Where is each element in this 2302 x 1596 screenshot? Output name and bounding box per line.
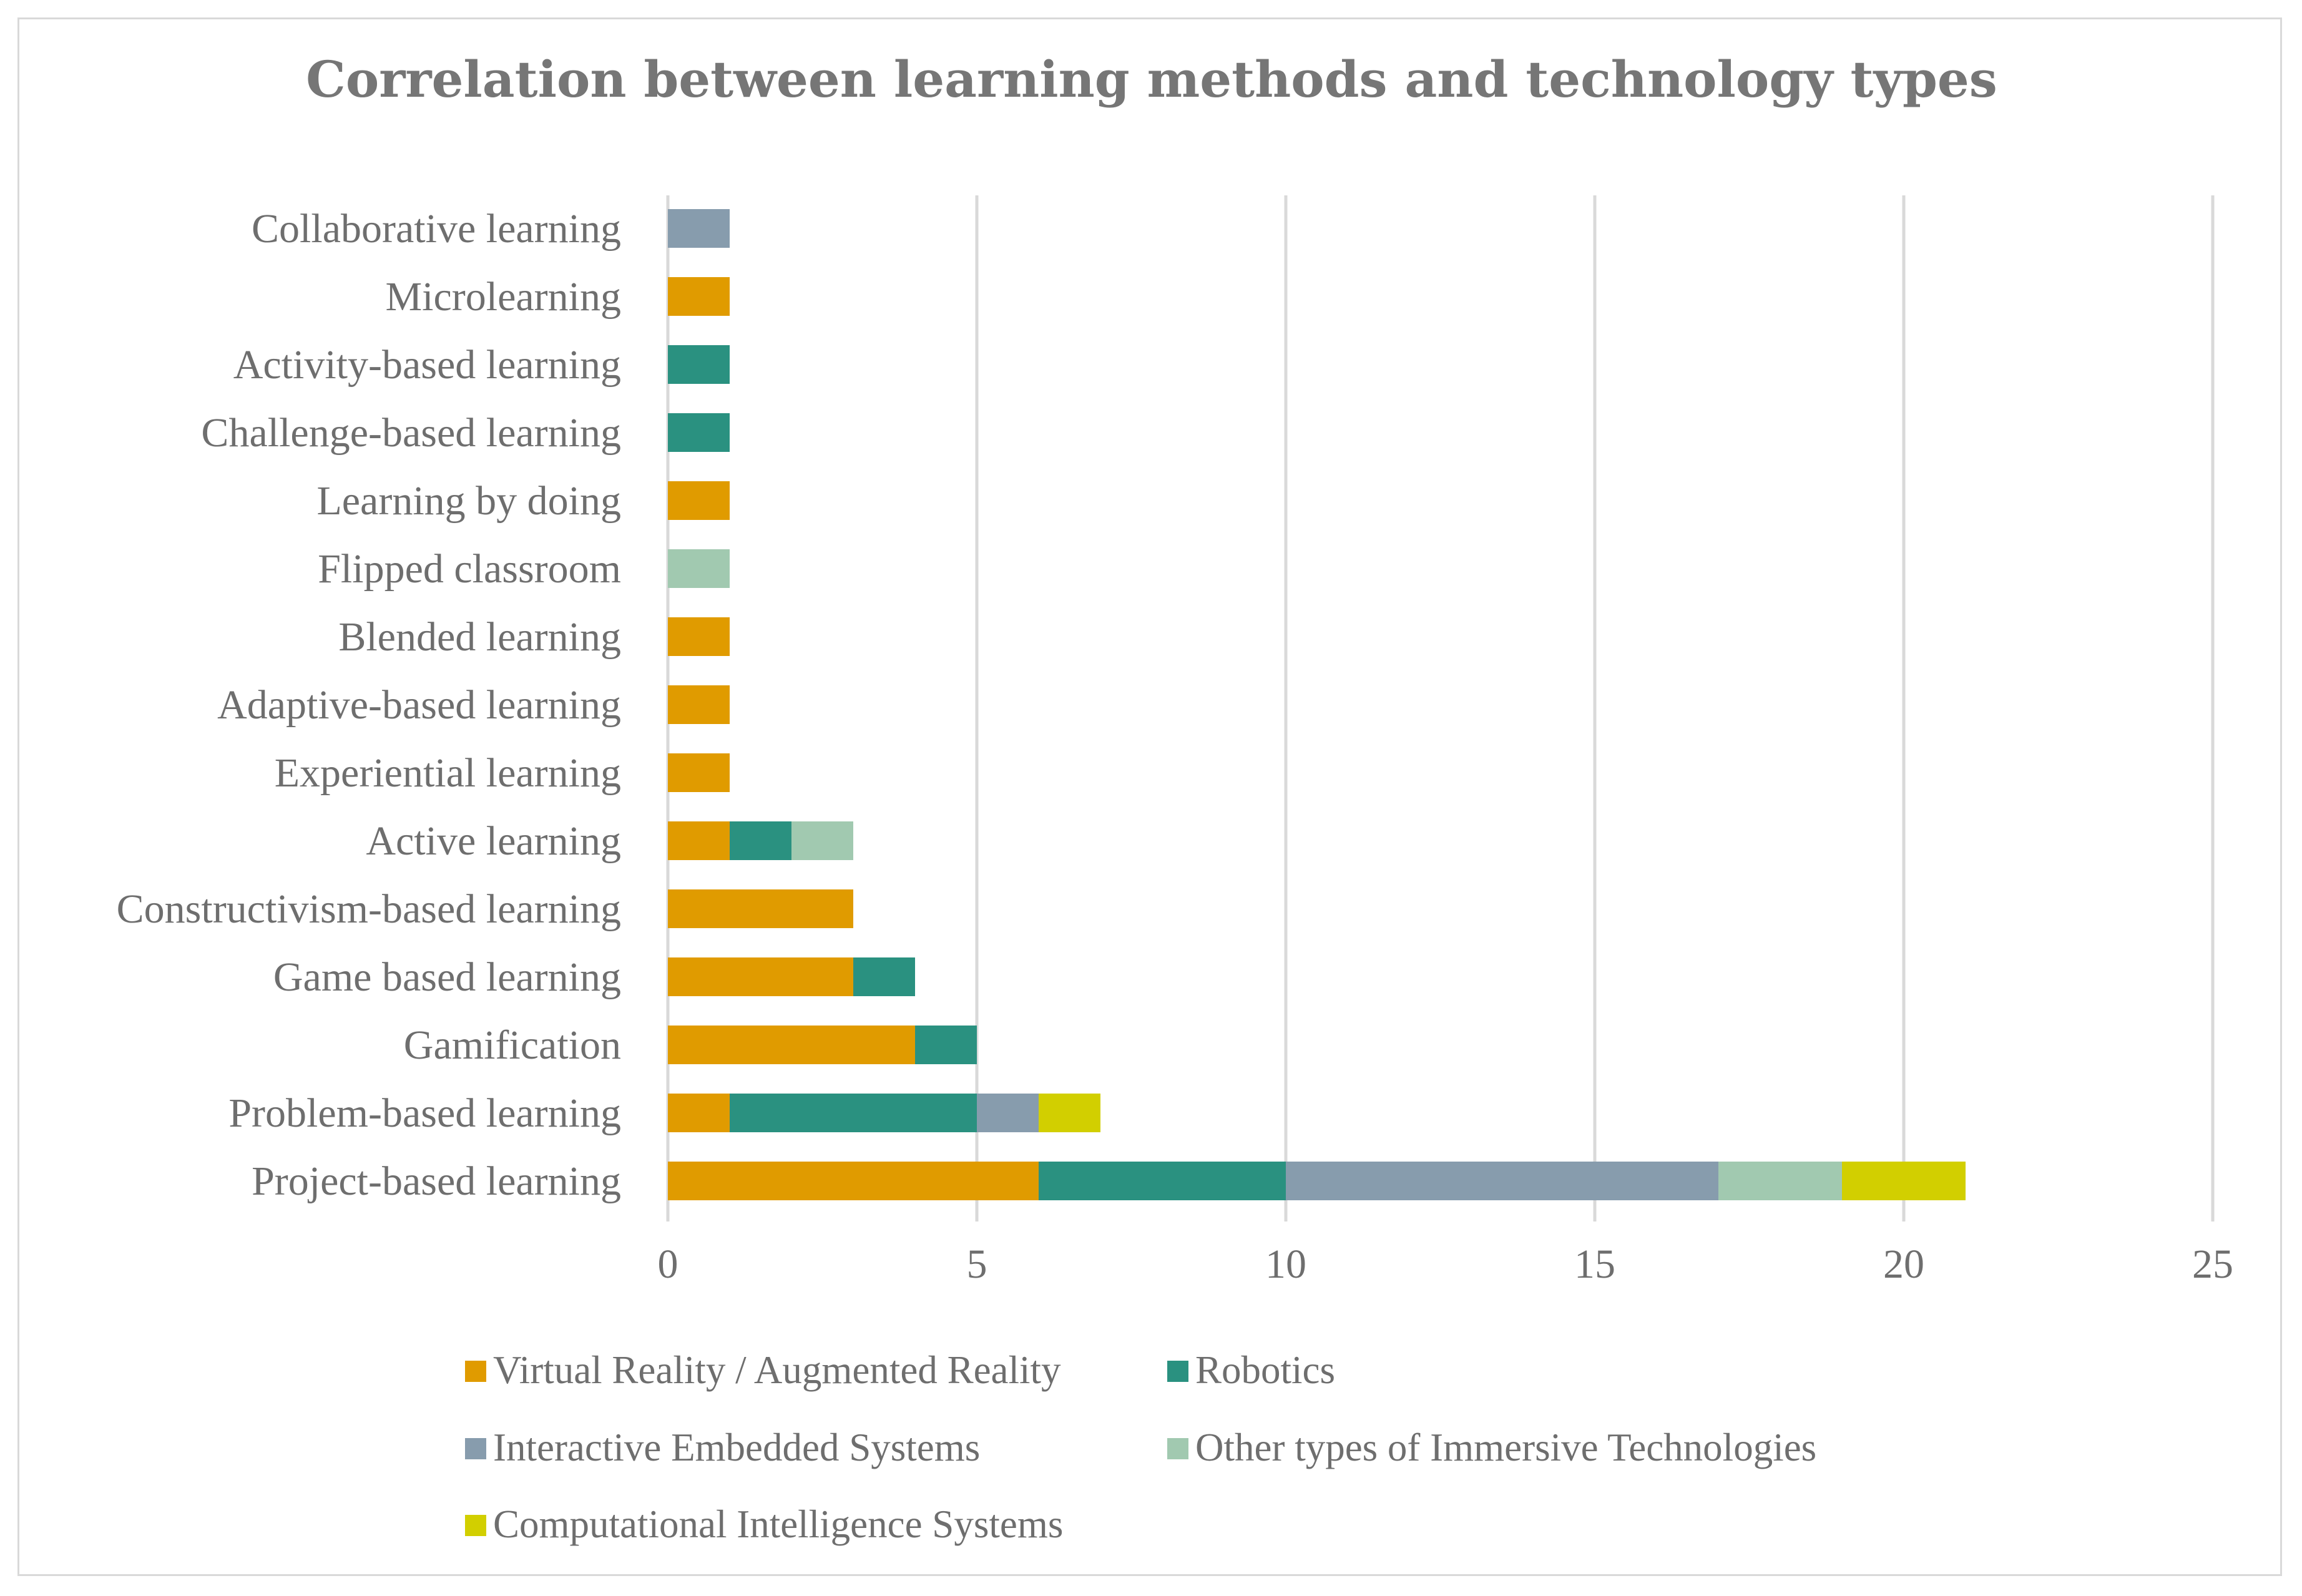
legend-swatch-interactive-embedded-systems — [465, 1438, 486, 1459]
category-label-active-learning: Active learning — [366, 818, 621, 864]
legend: Virtual Reality / Augmented Reality Robot… — [465, 1348, 1816, 1546]
category-label-microlearning: Microlearning — [385, 274, 621, 320]
bar-learning-by-doing-virtual-reality-augmented-reality — [668, 481, 730, 520]
legend-item-virtual-reality-augmented-reality: Virtual Reality / Augmented Reality — [465, 1348, 1061, 1392]
legend-item-robotics: Robotics — [1167, 1348, 1335, 1392]
legend-item-other-types-of-immersive-technologies: Other types of Immersive Technologies — [1167, 1426, 1816, 1469]
bar-active-learning-virtual-reality-augmented-reality — [668, 821, 730, 860]
chart-svg: Correlation between learning methods and… — [117, 50, 2234, 1546]
category-label-game-based-learning: Game based learning — [273, 954, 621, 1000]
legend-swatch-robotics — [1167, 1361, 1188, 1382]
category-label-project-based-learning: Project-based learning — [252, 1158, 621, 1204]
bar-active-learning-robotics — [730, 821, 791, 860]
category-label-problem-based-learning: Problem-based learning — [228, 1090, 621, 1136]
legend-swatch-virtual-reality-augmented-reality — [465, 1361, 486, 1382]
category-labels: Project-based learning Problem-based lear… — [117, 206, 621, 1204]
bar-challenge-based-learning-robotics — [668, 413, 730, 452]
bar-game-based-learning-virtual-reality-augmented-reality — [668, 957, 853, 996]
bar-constructivism-based-learning-virtual-reality-augmented-reality — [668, 889, 853, 928]
category-label-flipped-classroom: Flipped classroom — [318, 546, 621, 592]
legend-item-computational-intelligence-systems: Computational Intelligence Systems — [465, 1502, 1063, 1546]
legend-label-computational-intelligence-systems: Computational Intelligence Systems — [493, 1502, 1063, 1546]
category-label-challenge-based-learning: Challenge-based learning — [201, 410, 621, 456]
category-label-collaborative-learning: Collaborative learning — [252, 206, 621, 252]
x-tick-label-10: 10 — [1265, 1241, 1306, 1287]
legend-label-interactive-embedded-systems: Interactive Embedded Systems — [493, 1426, 980, 1469]
legend-label-other-types-of-immersive-technologies: Other types of Immersive Technologies — [1195, 1426, 1816, 1469]
bar-experiential-learning-virtual-reality-augmented-reality — [668, 753, 730, 792]
category-label-constructivism-based-learning: Constructivism-based learning — [117, 886, 621, 932]
chart-frame: Correlation between learning methods and… — [17, 17, 2282, 1576]
bar-problem-based-learning-interactive-embedded-systems — [977, 1094, 1039, 1132]
bar-gamification-virtual-reality-augmented-reality — [668, 1026, 915, 1064]
category-label-adaptive-based-learning: Adaptive-based learning — [217, 682, 621, 728]
legend-swatch-computational-intelligence-systems — [465, 1515, 486, 1536]
bar-collaborative-learning-interactive-embedded-systems — [668, 209, 730, 248]
gridlines — [666, 195, 2215, 1221]
bar-blended-learning-virtual-reality-augmented-reality — [668, 617, 730, 656]
category-label-experiential-learning: Experiential learning — [275, 750, 621, 796]
bar-project-based-learning-computational-intelligence-systems — [1842, 1162, 1966, 1200]
chart-title: Correlation between learning methods and… — [306, 50, 1997, 109]
bar-problem-based-learning-robotics — [730, 1094, 977, 1132]
bar-game-based-learning-robotics — [853, 957, 915, 996]
bars — [668, 209, 1966, 1200]
category-label-blended-learning: Blended learning — [338, 614, 621, 660]
x-tick-label-20: 20 — [1883, 1241, 1924, 1287]
x-tick-label-5: 5 — [967, 1241, 987, 1287]
bar-activity-based-learning-robotics — [668, 345, 730, 384]
x-tick-label-0: 0 — [658, 1241, 678, 1287]
bar-project-based-learning-other-types-of-immersive-technologies — [1718, 1162, 1842, 1200]
bar-active-learning-other-types-of-immersive-technologies — [791, 821, 853, 860]
legend-label-virtual-reality-augmented-reality: Virtual Reality / Augmented Reality — [493, 1348, 1061, 1392]
bar-adaptive-based-learning-virtual-reality-augmented-reality — [668, 685, 730, 724]
bar-project-based-learning-interactive-embedded-systems — [1286, 1162, 1718, 1200]
bar-flipped-classroom-other-types-of-immersive-technologies — [668, 549, 730, 588]
category-label-activity-based-learning: Activity-based learning — [233, 342, 621, 388]
bar-gamification-robotics — [915, 1026, 977, 1064]
category-label-gamification: Gamification — [404, 1022, 621, 1068]
category-label-learning-by-doing: Learning by doing — [316, 478, 621, 524]
legend-item-interactive-embedded-systems: Interactive Embedded Systems — [465, 1426, 980, 1469]
legend-label-robotics: Robotics — [1195, 1348, 1335, 1392]
bar-microlearning-virtual-reality-augmented-reality — [668, 277, 730, 316]
x-tick-labels: 0 5 10 15 20 25 — [658, 1241, 2234, 1287]
x-tick-label-25: 25 — [2192, 1241, 2233, 1287]
bar-problem-based-learning-virtual-reality-augmented-reality — [668, 1094, 730, 1132]
bar-project-based-learning-virtual-reality-augmented-reality — [668, 1162, 1039, 1200]
x-tick-label-15: 15 — [1574, 1241, 1615, 1287]
legend-swatch-other-types-of-immersive-technologies — [1167, 1438, 1188, 1459]
bar-problem-based-learning-computational-intelligence-systems — [1039, 1094, 1100, 1132]
bar-project-based-learning-robotics — [1039, 1162, 1286, 1200]
